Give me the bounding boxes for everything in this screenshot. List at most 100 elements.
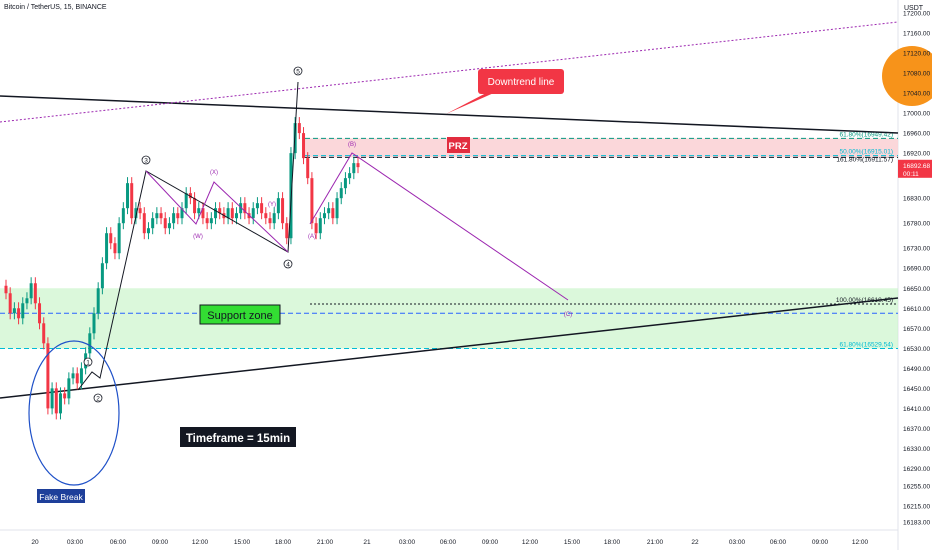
time-tick-label: 20: [31, 539, 39, 546]
support-zone-label-text: Support zone: [207, 310, 272, 322]
price-tick-label: 16960.00: [903, 131, 930, 138]
candle-body: [209, 218, 213, 224]
candle-body: [239, 203, 243, 214]
candle-body: [63, 393, 67, 399]
downtrend-line: [0, 95, 899, 134]
candle-body: [339, 188, 343, 199]
time-tick-label: 03:00: [729, 539, 746, 546]
wave-3-label: 3: [144, 158, 148, 165]
candle-body: [21, 303, 25, 319]
candle-body: [302, 133, 306, 159]
price-tick-label: 16730.00: [903, 246, 930, 253]
wave-a-label: (A): [308, 234, 316, 240]
price-tick-label: 16530.00: [903, 346, 930, 353]
candle-body: [138, 208, 142, 214]
candle-body: [163, 218, 167, 229]
candle-body: [46, 343, 50, 409]
time-tick-label: 12:00: [522, 539, 539, 546]
candle-body: [193, 198, 197, 214]
prz-band: [305, 138, 898, 158]
candle-body: [234, 213, 238, 219]
fake-break-ellipse: [28, 340, 120, 486]
candle-body: [17, 308, 21, 319]
wave-y-label: (Y): [268, 202, 276, 208]
downtrend-callout-box: [478, 69, 564, 94]
current-price-marker: [898, 159, 932, 178]
price-tick-label: 16450.00: [903, 386, 930, 393]
candle-body: [272, 213, 276, 224]
candle-body: [226, 208, 230, 219]
symbol-title: Bitcoin / TetherUS, 15, BINANCE: [4, 4, 107, 11]
time-tick-label: 03:00: [67, 539, 84, 546]
price-tick-label: 16183.00: [903, 520, 930, 527]
time-tick-label: 22: [691, 539, 699, 546]
timeframe-label-text: Timeframe = 15min: [186, 433, 290, 445]
price-tick-label: 16650.00: [903, 286, 930, 293]
timeframe-label-box: [180, 427, 296, 447]
time-tick-label: 18:00: [275, 539, 292, 546]
candle-body: [343, 178, 347, 189]
candle-body: [197, 208, 201, 214]
fib-level-label: 161.80%(16911.57): [836, 156, 893, 163]
candle-body: [322, 213, 326, 219]
wave-5-label-circle: [293, 66, 303, 76]
wave-4-label-circle: [283, 259, 293, 269]
wave-w-label: (W): [193, 234, 203, 240]
candle-body: [25, 298, 29, 304]
time-tick-label: 21:00: [647, 539, 664, 546]
price-tick-label: 17120.00: [903, 51, 930, 58]
candle-body: [255, 203, 259, 209]
wave-b-label: (B): [348, 142, 356, 148]
candle-body: [318, 218, 322, 234]
candle-body: [184, 193, 188, 209]
candle-body: [126, 183, 130, 209]
price-tick-label: 17160.00: [903, 31, 930, 38]
candle-body: [352, 163, 356, 174]
time-tick-label: 06:00: [440, 539, 457, 546]
candle-body: [88, 333, 92, 354]
candle-body: [188, 193, 192, 199]
candle-body: [251, 208, 255, 219]
current-price-value: 16892.68: [903, 163, 930, 170]
candle-body: [159, 213, 163, 219]
candle-body: [100, 263, 104, 289]
time-tick-label: 21:00: [317, 539, 334, 546]
uptrend-line: [0, 297, 899, 399]
candle-body: [172, 213, 176, 224]
wave-5-label: 5: [296, 69, 300, 76]
candle-body: [268, 218, 272, 224]
candle-body: [42, 323, 46, 344]
wave-2-label: 2: [96, 396, 100, 403]
price-tick-label: 17000.00: [903, 111, 930, 118]
candle-body: [243, 203, 247, 214]
wave-1-label: 1: [86, 360, 90, 367]
candle-body: [335, 198, 339, 219]
fake-break-label-box: [37, 489, 85, 503]
candle-body: [314, 223, 318, 234]
price-tick-label: 16490.00: [903, 366, 930, 373]
candle-body: [327, 208, 331, 214]
wave-c-label: (C): [564, 312, 572, 318]
fib-level-label: 61.80%(16529.54): [840, 342, 894, 349]
candle-body: [218, 208, 222, 214]
price-tick-label: 16215.00: [903, 503, 930, 510]
candle-body: [117, 223, 121, 254]
downtrend-callout-pointer: [446, 92, 496, 114]
time-tick-label: 15:00: [234, 539, 251, 546]
prz-label-box: [447, 137, 470, 153]
price-tick-label: 17200.00: [903, 10, 930, 17]
candle-body: [134, 208, 138, 219]
time-tick-label: 21: [363, 539, 371, 546]
candle-body: [201, 208, 205, 219]
candle-body: [281, 198, 285, 224]
price-tick-label: 16830.00: [903, 196, 930, 203]
time-tick-label: 09:00: [812, 539, 829, 546]
downtrend-callout-text: Downtrend line: [488, 77, 555, 88]
candle-body: [180, 208, 184, 219]
time-tick-label: 09:00: [152, 539, 169, 546]
bitcoin-logo-icon: [882, 46, 932, 106]
support-zone-label-box: [199, 304, 281, 325]
candle-body: [176, 213, 180, 219]
price-tick-label: 16410.00: [903, 406, 930, 413]
